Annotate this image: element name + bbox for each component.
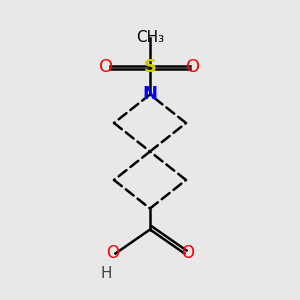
Text: O: O: [106, 244, 119, 262]
Text: O: O: [186, 58, 201, 76]
Text: CH₃: CH₃: [136, 30, 164, 45]
Text: N: N: [142, 85, 158, 103]
Text: O: O: [181, 244, 194, 262]
Text: O: O: [99, 58, 114, 76]
Text: H: H: [101, 266, 112, 280]
Text: S: S: [143, 58, 157, 76]
